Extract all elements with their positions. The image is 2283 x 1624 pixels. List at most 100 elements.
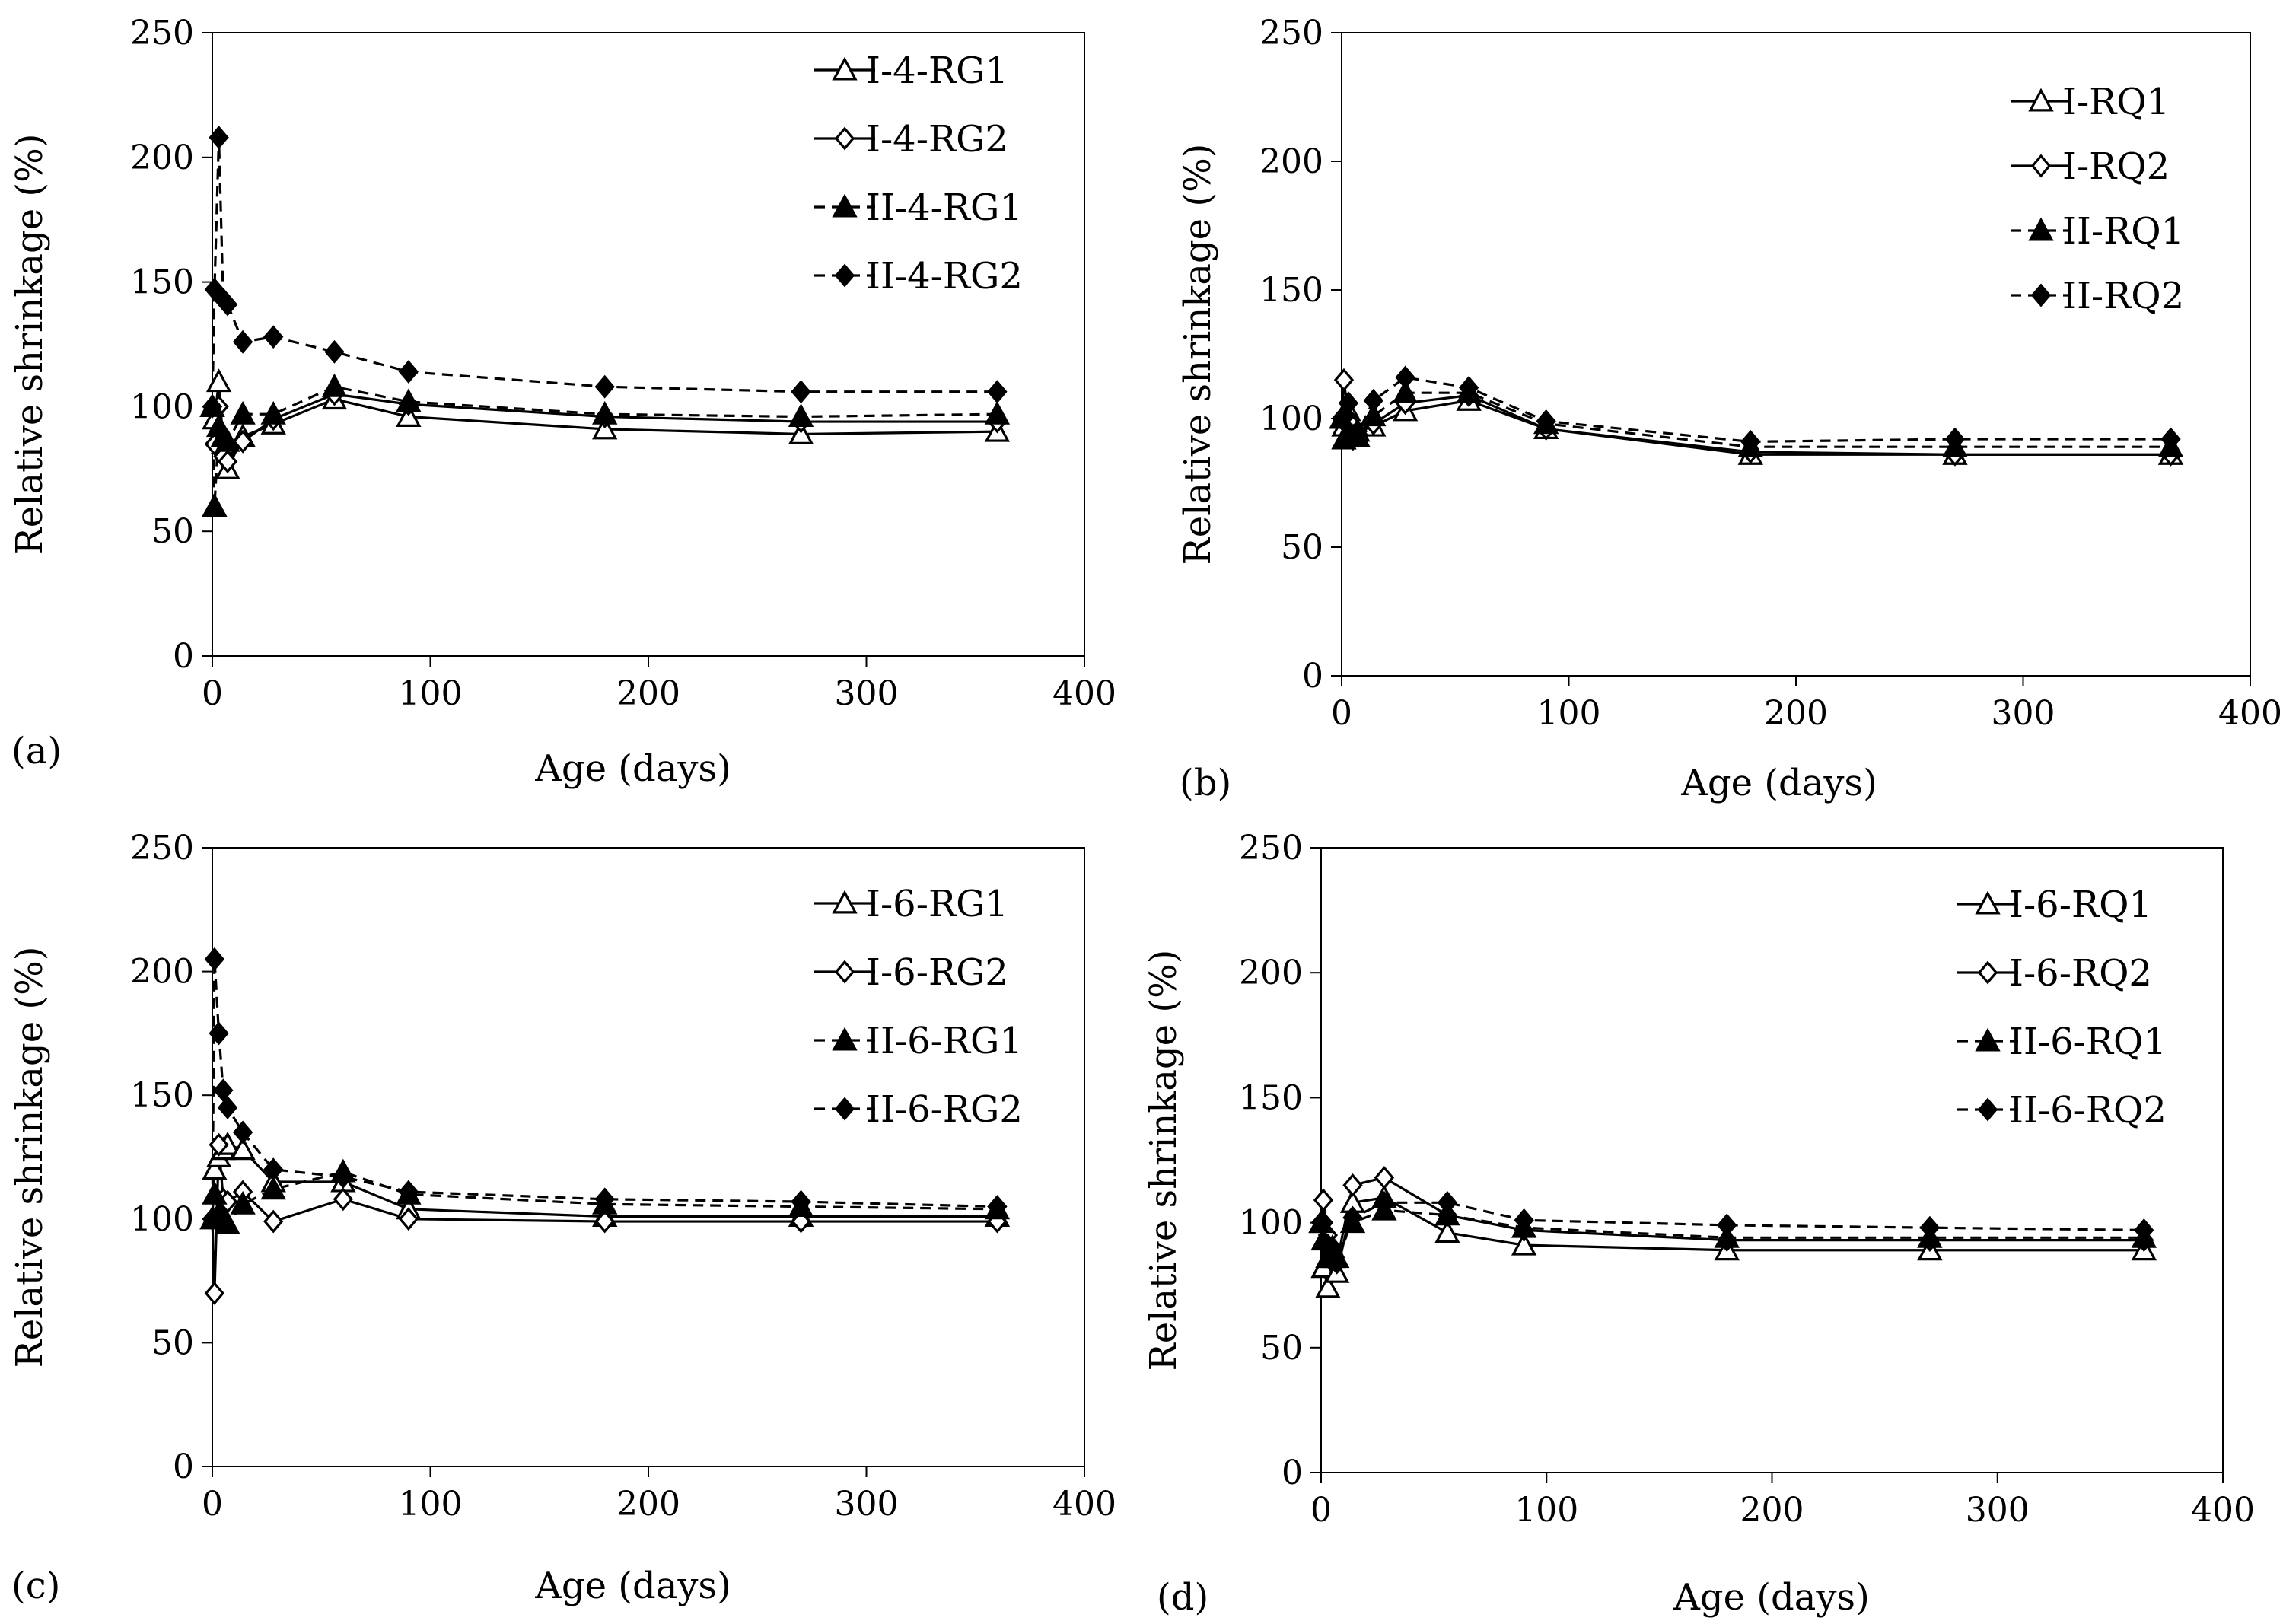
data-point-II-4-RG1	[321, 373, 348, 397]
y-tick-label: 200	[1259, 142, 1323, 181]
x-tick-label: 300	[835, 674, 899, 713]
data-point-II-RQ2	[1338, 391, 1359, 416]
data-point-II-4-RG1	[788, 403, 814, 428]
x-tick-label: 300	[835, 1485, 899, 1524]
y-tick-label: 200	[1239, 954, 1303, 992]
legend-label: II-6-RQ1	[2009, 1021, 2167, 1063]
x-tick-label: 100	[399, 674, 463, 713]
legend-marker-I-6-RQ2	[1977, 960, 1998, 985]
data-point-II-4-RG1	[260, 400, 286, 425]
legend-marker-II-6-RQ2	[1977, 1097, 1998, 1122]
data-point-II-6-RQ2	[1326, 1250, 1347, 1275]
data-point-I-6-RQ1	[1434, 1219, 1460, 1243]
legend-marker-I-RQ1	[2028, 88, 2054, 112]
legend-marker-II-4-RG1	[832, 193, 858, 218]
legend-label: II-4-RG1	[866, 186, 1023, 229]
x-tick-label: 100	[399, 1485, 463, 1524]
x-tick-label: 0	[1310, 1491, 1332, 1530]
data-point-II-4-RG1	[230, 400, 256, 425]
data-point-II-4-RG1	[984, 400, 1011, 425]
data-point-I-6-RG2	[209, 1132, 229, 1157]
y-tick-label: 0	[1282, 1454, 1303, 1492]
legend-label: II-RQ1	[2062, 210, 2184, 253]
legend-marker-I-6-RQ1	[1975, 890, 2001, 915]
y-tick-label: 250	[130, 829, 194, 868]
data-point-II-6-RG2	[398, 1180, 419, 1204]
x-axis-title: Age (days)	[534, 747, 731, 790]
legend-marker-II-6-RQ1	[1975, 1027, 2001, 1052]
data-point-II-6-RG2	[204, 947, 225, 971]
chart-panel-d: 0 50 100 150 200 250 0 100 200 300 400 Age (days) Re…	[1142, 829, 2255, 1619]
data-point-II-4-RG2	[987, 380, 1008, 404]
legend-label: II-RQ2	[2062, 275, 2184, 317]
data-point-II-RQ2	[1536, 409, 1556, 433]
data-point-II-6-RQ2	[1374, 1190, 1395, 1215]
legend-label: I-6-RG2	[866, 951, 1008, 994]
data-point-II-6-RG2	[217, 1095, 238, 1119]
chart-panel-c: 0 50 100 150 200 250 0 100 200 300 400 Age (days) Re…	[8, 829, 1116, 1607]
data-point-II-RQ2	[1740, 429, 1761, 454]
legend-label: I-RQ2	[2062, 145, 2170, 188]
y-tick-label: 50	[1260, 1329, 1303, 1368]
y-axis-title: Relative shrinkage (%)	[1142, 950, 1185, 1371]
chart-panel-b: 0 50 100 150 200 250 0 100 200 300 400 Age (days) Re…	[1177, 14, 2282, 804]
data-point-II-6-RG2	[213, 1078, 234, 1103]
data-point-II-RQ2	[1459, 375, 1479, 400]
y-tick-label: 0	[173, 1447, 194, 1486]
y-tick-label: 150	[130, 1076, 194, 1115]
legend-marker-I-RQ2	[2030, 154, 2052, 178]
y-axis-title: Relative shrinkage (%)	[8, 947, 51, 1368]
data-point-II-6-RQ2	[1717, 1213, 1737, 1237]
data-point-II-4-RG2	[324, 339, 345, 364]
data-point-I-6-RG1	[230, 1136, 256, 1161]
y-tick-label: 150	[130, 263, 194, 302]
data-point-II-4-RG1	[202, 493, 228, 517]
data-point-II-6-RG2	[987, 1195, 1008, 1219]
data-point-II-6-RG2	[594, 1187, 615, 1212]
plot-frame	[212, 847, 1085, 1467]
data-point-II-6-RG2	[202, 1207, 223, 1231]
data-point-II-6-RG1	[260, 1176, 286, 1200]
panel-label: (a)	[11, 730, 62, 772]
data-point-I-6-RQ1	[1315, 1274, 1341, 1298]
x-tick-label: 200	[1764, 694, 1828, 733]
x-axis-title: Age (days)	[1673, 1576, 1870, 1619]
data-point-II-6-RQ2	[1514, 1208, 1534, 1232]
x-tick-label: 200	[1740, 1491, 1804, 1530]
x-tick-label: 200	[616, 1485, 680, 1524]
y-tick-label: 200	[130, 139, 194, 177]
data-point-II-4-RG1	[592, 400, 618, 425]
legend-label: I-4-RG2	[866, 118, 1008, 161]
data-point-I-6-RQ2	[1313, 1188, 1334, 1212]
data-point-I-4-RG2	[232, 429, 253, 454]
plot-frame	[1341, 32, 2251, 677]
data-point-II-6-RQ2	[1313, 1211, 1334, 1235]
data-point-I-6-RQ1	[1511, 1231, 1537, 1256]
data-point-II-6-RQ2	[1342, 1205, 1363, 1230]
legend: I-6-RQ1 I-6-RQ2 II-6-RQ1 II-6-RQ2	[1957, 884, 2167, 1132]
data-point-I-4-RG1	[205, 368, 232, 393]
series-line-II-4-RG2	[211, 135, 998, 407]
data-point-II-6-RQ2	[2134, 1218, 2154, 1242]
data-point-II-RQ2	[1944, 427, 1966, 451]
legend-label: I-4-RG1	[866, 49, 1008, 92]
y-tick-label: 150	[1259, 271, 1323, 310]
data-point-II-6-RG2	[791, 1189, 811, 1214]
x-tick-label: 400	[1052, 1485, 1116, 1524]
x-tick-label: 100	[1514, 1491, 1578, 1530]
y-tick-label: 100	[130, 1200, 194, 1239]
y-tick-label: 250	[130, 14, 194, 53]
data-point-I-6-RG2	[204, 1281, 225, 1305]
data-point-I-6-RG1	[202, 1156, 228, 1180]
data-point-II-6-RG1	[230, 1190, 256, 1215]
panel-label: (c)	[11, 1565, 60, 1607]
legend-label: I-6-RQ1	[2009, 884, 2152, 926]
legend-marker-I-4-RG2	[834, 126, 855, 151]
data-point-I-6-RG2	[263, 1209, 284, 1234]
data-point-II-4-RG1	[215, 428, 240, 452]
data-point-II-6-RQ2	[1919, 1215, 1941, 1240]
x-tick-label: 0	[202, 674, 223, 713]
y-tick-label: 250	[1239, 829, 1303, 868]
data-point-II-RQ2	[1363, 388, 1383, 412]
